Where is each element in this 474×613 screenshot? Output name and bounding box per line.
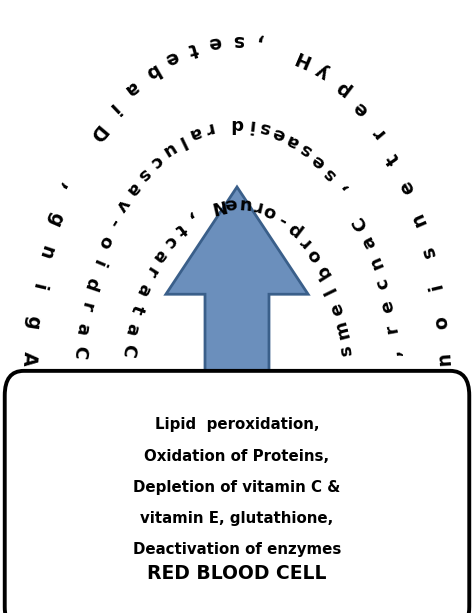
Text: n: n: [408, 208, 430, 229]
Text: y: y: [313, 60, 333, 83]
Text: a: a: [73, 321, 92, 337]
Text: v: v: [112, 195, 133, 215]
Text: r: r: [76, 300, 96, 313]
Text: s: s: [320, 164, 340, 185]
Text: u: u: [158, 139, 179, 161]
Text: Deactivation of enzymes: Deactivation of enzymes: [133, 543, 341, 557]
Text: g: g: [44, 208, 66, 229]
Text: H: H: [291, 46, 313, 70]
Text: i: i: [27, 281, 48, 292]
Text: e: e: [378, 298, 398, 314]
Text: a: a: [149, 245, 170, 266]
Text: b: b: [312, 261, 335, 282]
Text: A: A: [19, 351, 39, 367]
Text: ,: ,: [332, 180, 350, 197]
Text: ,: ,: [185, 209, 200, 228]
Text: r: r: [141, 263, 161, 280]
Text: a: a: [186, 123, 203, 143]
Text: p: p: [331, 77, 354, 100]
Text: i: i: [104, 99, 122, 118]
Text: ,: ,: [57, 180, 77, 195]
Text: e: e: [327, 300, 348, 318]
Text: r: r: [295, 232, 314, 251]
Text: a: a: [358, 233, 380, 252]
Text: vitamin E, glutathione,: vitamin E, glutathione,: [140, 511, 334, 526]
Text: e: e: [308, 150, 328, 172]
Text: Oxidation of Proteins,: Oxidation of Proteins,: [145, 449, 329, 463]
Text: e: e: [162, 47, 182, 69]
Text: c: c: [146, 151, 165, 172]
Text: e: e: [207, 32, 223, 53]
Text: s: s: [336, 344, 356, 357]
Text: N: N: [208, 196, 227, 216]
Text: d: d: [81, 275, 102, 293]
Text: o: o: [431, 314, 452, 330]
Text: s: s: [418, 243, 439, 260]
Text: ,: ,: [385, 348, 403, 357]
Text: a: a: [283, 130, 302, 151]
Text: a: a: [121, 77, 142, 100]
FancyBboxPatch shape: [5, 371, 469, 613]
Text: e: e: [350, 97, 372, 120]
Text: i: i: [426, 281, 447, 292]
Text: -: -: [103, 215, 123, 231]
Text: r: r: [382, 323, 401, 335]
Text: e: e: [396, 177, 419, 197]
Text: s: s: [258, 118, 273, 138]
Text: e: e: [270, 123, 288, 143]
Text: i: i: [247, 115, 255, 134]
Text: c: c: [159, 231, 180, 251]
Text: p: p: [283, 218, 304, 240]
Text: e: e: [224, 194, 237, 213]
Text: l: l: [175, 131, 188, 150]
Text: RED BLOOD CELL: RED BLOOD CELL: [147, 564, 327, 582]
Text: c: c: [373, 276, 393, 292]
Text: Lipid  peroxidation,: Lipid peroxidation,: [155, 417, 319, 432]
Text: C: C: [350, 213, 372, 234]
Text: r: r: [202, 118, 215, 138]
Text: s: s: [134, 164, 154, 185]
Text: ,: ,: [254, 32, 264, 52]
Text: s: s: [231, 31, 243, 50]
Text: o: o: [304, 245, 325, 266]
Text: o: o: [261, 200, 279, 222]
Text: D: D: [84, 120, 109, 144]
Text: r: r: [368, 123, 388, 142]
Text: Depletion of vitamin C &: Depletion of vitamin C &: [133, 480, 341, 495]
Text: t: t: [383, 150, 404, 167]
Text: l: l: [322, 283, 340, 296]
Text: s: s: [296, 139, 315, 160]
Text: o: o: [94, 232, 116, 252]
Text: t: t: [186, 38, 200, 59]
Text: C: C: [118, 343, 138, 359]
Text: -: -: [274, 209, 290, 229]
Text: g: g: [22, 314, 43, 330]
Text: a: a: [122, 178, 144, 199]
Text: i: i: [88, 256, 107, 269]
Text: n: n: [435, 351, 455, 366]
Text: n: n: [366, 253, 387, 272]
Text: d: d: [231, 115, 243, 132]
Text: a: a: [132, 280, 154, 299]
Text: u: u: [237, 194, 251, 213]
Text: a: a: [121, 321, 142, 337]
Text: n: n: [34, 242, 56, 261]
Text: m: m: [331, 318, 354, 341]
Text: C: C: [70, 345, 90, 360]
Text: b: b: [141, 59, 162, 83]
Polygon shape: [166, 187, 308, 392]
Text: t: t: [172, 219, 189, 238]
Text: r: r: [250, 196, 263, 216]
Text: t: t: [127, 302, 146, 316]
